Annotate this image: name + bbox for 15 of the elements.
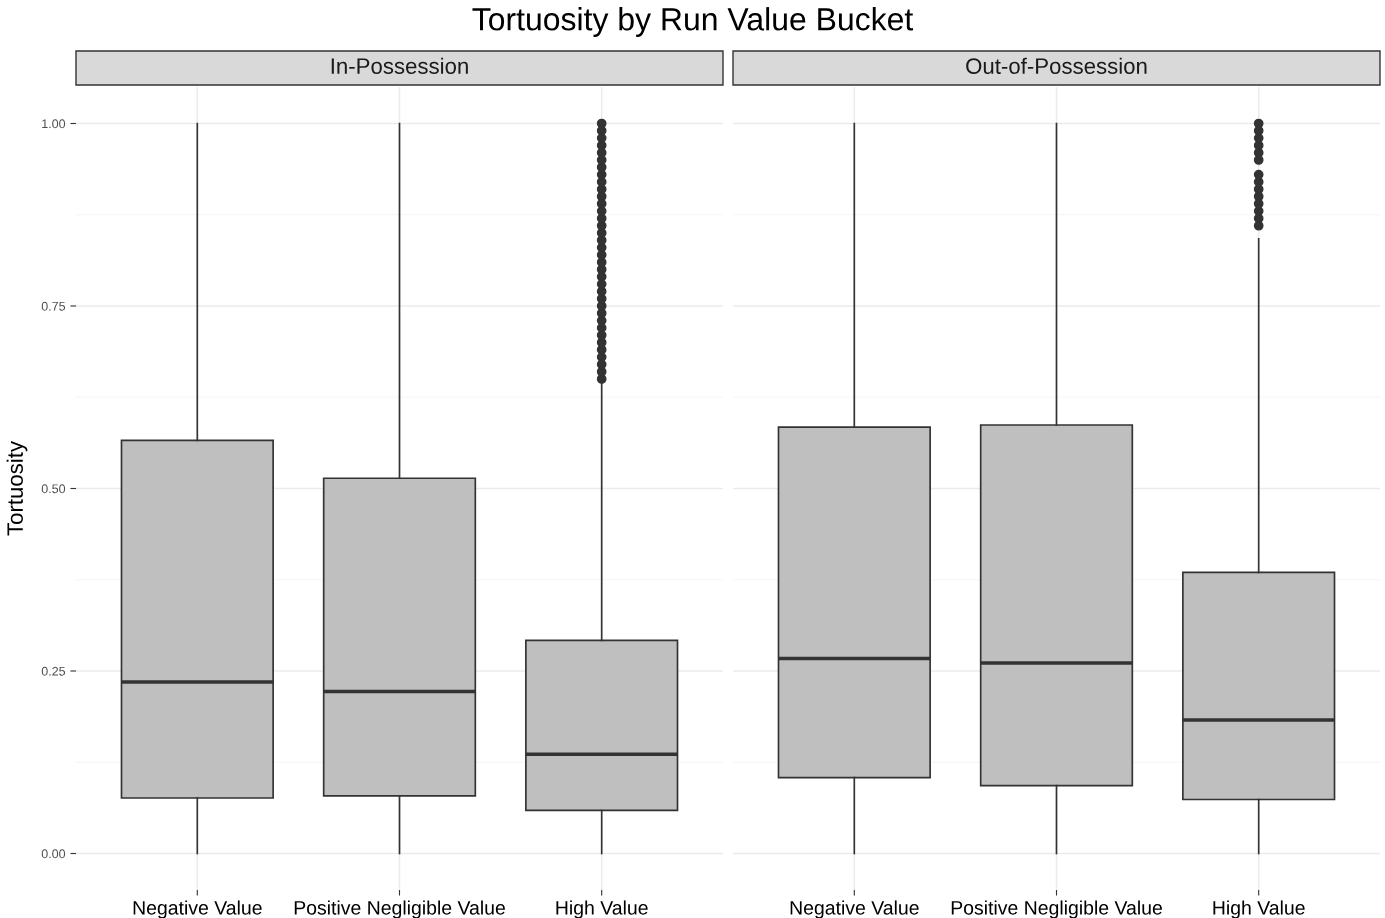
y-tick-label: 1.00 xyxy=(42,119,66,129)
y-tick-label: 0.25 xyxy=(41,666,66,676)
y-tick-label: 0.50 xyxy=(41,484,66,494)
y-tick-label: 0.00 xyxy=(41,849,66,859)
x-tick-label: Negative Value xyxy=(790,900,919,918)
x-tick-label: Positive Negligible Value xyxy=(294,900,505,918)
x-tick-label: High Value xyxy=(1213,900,1305,918)
x-tick-label: Negative Value xyxy=(133,900,262,918)
y-tick-label: 0.75 xyxy=(41,301,66,311)
x-tick-label: High Value xyxy=(556,900,648,918)
chart-subtitle: In-Possession xyxy=(331,57,468,74)
x-tick-label: Positive Negligible Value xyxy=(951,900,1162,918)
chart-title: Tortuosity by Run Value Bucket xyxy=(472,7,914,37)
chart-subtitle: Out-of-Possession xyxy=(966,57,1147,74)
y-axis-title: Tortuosity xyxy=(6,441,28,536)
